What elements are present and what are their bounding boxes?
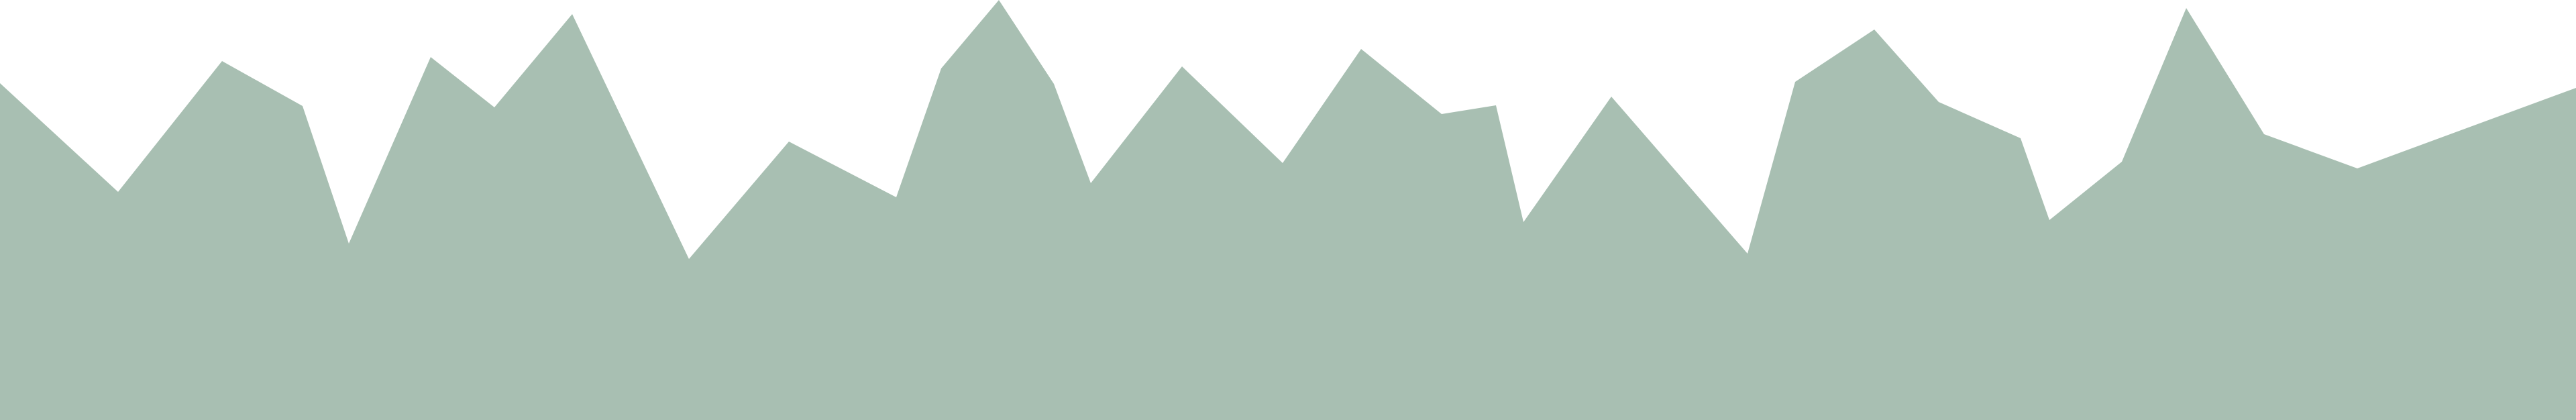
mountain-silhouette-svg [0, 0, 2576, 420]
mountain-silhouette-shape [0, 0, 2576, 420]
decorative-mountain-banner [0, 0, 2576, 420]
